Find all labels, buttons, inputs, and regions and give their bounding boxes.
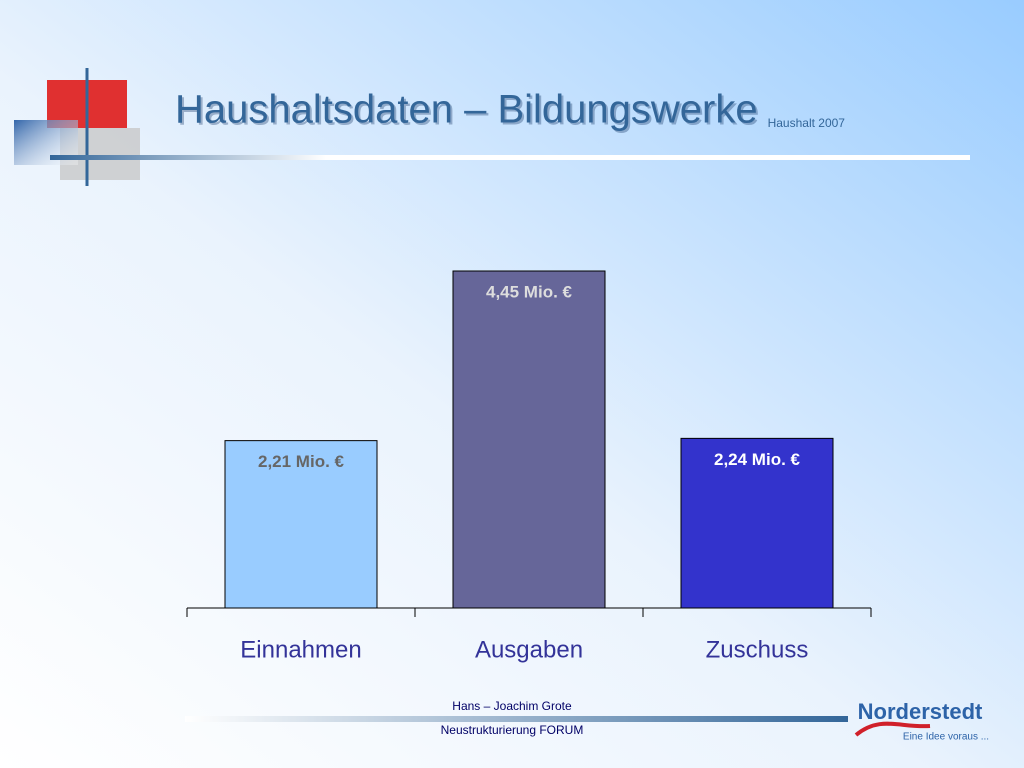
value-label: 4,45 Mio. € [486,282,573,301]
value-label: 2,24 Mio. € [714,450,801,469]
logo-slogan: Eine Idee voraus ... [903,732,989,743]
bar [224,440,378,609]
bar [680,437,834,609]
title-rule [50,155,970,160]
footer-event: Neustrukturierung FORUM [441,723,584,737]
chart-title: Haushaltsdaten – Bildungswerke [175,88,758,132]
footer-author: Hans – Joachim Grote [452,699,572,713]
title-shadow: Haushaltsdaten – Bildungswerke [177,90,760,134]
x-tick-label: Ausgaben [475,636,583,663]
bar [452,270,606,609]
x-tick-label: Einnahmen [240,636,361,663]
chart-subtitle: Haushalt 2007 [768,116,846,130]
footer-rule [185,716,848,722]
value-label: 2,21 Mio. € [258,452,345,471]
logo-swoosh [854,721,931,737]
logo-name: Norderstedt [858,699,983,724]
x-tick-label: Zuschuss [706,636,809,663]
